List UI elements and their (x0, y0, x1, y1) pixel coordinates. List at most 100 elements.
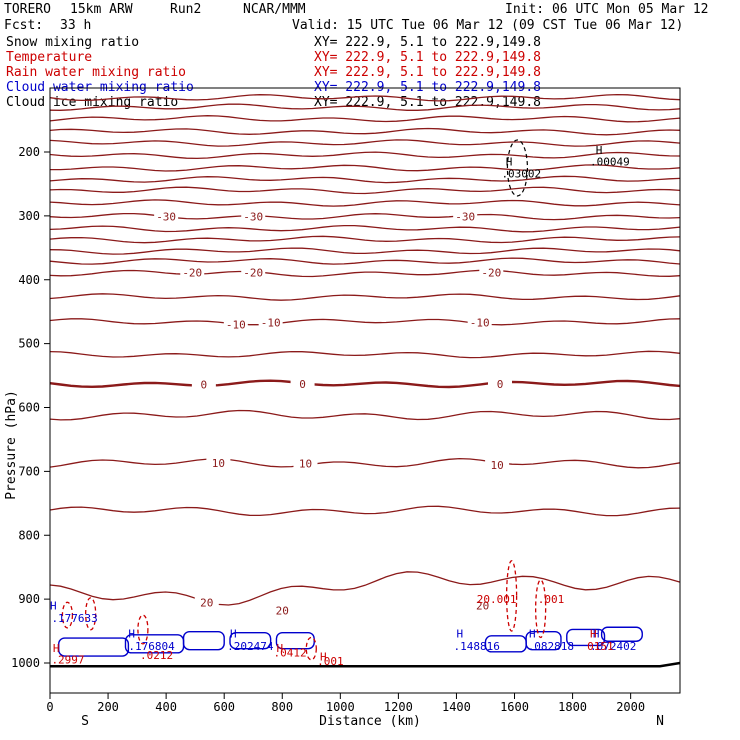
isotherm-label-bg (290, 376, 315, 390)
ground-surface-line (50, 661, 681, 668)
plot-area: -30 -30 -30-20 -20 -20-10 -10 -100 0 010 10 102020… (11, 87, 681, 714)
isotherm-line (49, 293, 681, 301)
y-tick-label: 200 (18, 145, 40, 159)
extremum-label: .001 (317, 655, 344, 668)
isotherm-label-bg (467, 315, 492, 329)
isotherm-label-bg (241, 265, 266, 279)
isotherm-label: 10 (212, 457, 225, 470)
extremum-label: .0212 (140, 649, 173, 662)
extremum-label: H (276, 642, 283, 655)
extremum-label: H (128, 627, 135, 640)
model-center: NCAR/MMM (243, 2, 306, 17)
isotherm-label-bg (485, 457, 510, 471)
extremum-label: H (593, 627, 600, 640)
y-tick-label: 400 (18, 273, 40, 287)
isotherm-label-bg (194, 595, 219, 609)
x-tick-label: 1600 (500, 700, 529, 714)
x-axis-title: Distance (km) (319, 714, 421, 729)
rain-water-contour (505, 560, 518, 632)
isotherm-line (49, 151, 681, 160)
x-tick-label: 1400 (442, 700, 471, 714)
extremum-label: .148816 (454, 640, 500, 653)
legend-name-temperature: Temperature (6, 50, 92, 65)
extremum-label: .072402 (590, 640, 636, 653)
model-name: TORERO (4, 2, 51, 17)
extrema-labels: H.177633H.176804H.202474H.148816H.082818… (50, 144, 636, 668)
cloud-ice-contour (506, 139, 529, 197)
x-axis: 0 200 400 600 800 1000 1200 1400 1600 1800 2000 (46, 693, 645, 714)
legend-xy-cloud-ice: XY= 222.9, 5.1 to 222.9,149.8 (314, 95, 541, 110)
isotherm-label-bg (270, 603, 295, 617)
isotherm-label: 0 (497, 378, 504, 391)
isotherm-label-bg (206, 456, 231, 470)
isotherm-line (49, 103, 681, 111)
extremum-label: H (506, 155, 513, 168)
isotherm-line (49, 379, 681, 389)
isotherm-line (49, 350, 681, 359)
legend-name-snow: Snow mixing ratio (6, 35, 139, 50)
x-tick-label: 1800 (558, 700, 587, 714)
extremum-label: 0151 (587, 640, 614, 653)
plot-frame (49, 87, 681, 694)
isotherm-label: -20 (481, 267, 501, 280)
cloud-water-contour (229, 631, 272, 650)
y-tick-label: 700 (18, 464, 40, 478)
x-tick-label: 400 (155, 700, 177, 714)
isotherm-label-bg (258, 315, 283, 329)
isotherm-label: 0 (299, 378, 306, 391)
extremum-label: H (590, 627, 597, 640)
isotherm-label: -30 (156, 211, 176, 224)
extremum-label: .03002 (501, 168, 541, 181)
isotherm-line (49, 257, 681, 265)
x-tick-label: 600 (213, 700, 235, 714)
init-time: Init: 06 UTC Mon 05 Mar 12 (505, 2, 709, 17)
isotherm-line (49, 224, 681, 233)
isotherm-label: -30 (455, 211, 475, 224)
cloud-water-contour (566, 628, 606, 647)
model-run: Run2 (170, 2, 201, 17)
extremum-label: .0412 (274, 647, 307, 660)
x-tick-label: 0 (46, 700, 53, 714)
legend-xy-rain: XY= 222.9, 5.1 to 222.9,149.8 (314, 65, 541, 80)
cloud-water-contour (600, 626, 643, 642)
extremum-label: H (230, 627, 237, 640)
y-tick-label: 300 (18, 209, 40, 223)
rain-water-contour (534, 579, 547, 639)
y-tick-label: 1000 (11, 656, 40, 670)
extremum-label: 20.001 (477, 593, 517, 606)
x-tick-label: 1200 (384, 700, 413, 714)
extremum-label: H (596, 144, 603, 157)
isotherm-line (49, 409, 681, 421)
isotherm-line (49, 505, 681, 517)
extremum-label: H (50, 599, 57, 612)
y-axis: 200 300 400 500 600 700 800 900 1000 (11, 145, 50, 670)
isotherm-label: -10 (470, 317, 490, 330)
isotherm-label-bg (191, 377, 216, 391)
x-endpoint-north: N (656, 714, 664, 729)
isotherm-line (49, 93, 681, 102)
isotherm-line (49, 571, 681, 606)
x-tick-label: 200 (97, 700, 119, 714)
isotherm-line (49, 212, 681, 221)
y-tick-label: 800 (18, 528, 40, 542)
isotherm-labels: -30 -30 -30 -20 -20 -20 -10 -10 -10 0 0 0 10 10 10 20 20… (154, 209, 512, 618)
cloud-water-contour (58, 637, 130, 657)
y-axis-title: Pressure (hPa) (4, 390, 19, 500)
legend-xy-temperature: XY= 222.9, 5.1 to 222.9,149.8 (314, 50, 541, 65)
extremum-label: .177633 (51, 612, 97, 625)
legend-xy-snow: XY= 222.9, 5.1 to 222.9,149.8 (314, 35, 541, 50)
cloud-water-contour (182, 630, 225, 651)
y-tick-label: 500 (18, 337, 40, 351)
rain-water-contour (137, 614, 149, 645)
isotherm-label-bg (453, 209, 478, 223)
isotherm-line (49, 247, 681, 255)
legend-name-rain: Rain water mixing ratio (6, 65, 186, 80)
isotherm-line (49, 269, 681, 278)
extremum-label: .2997 (51, 654, 84, 667)
x-tick-label: 2000 (616, 700, 645, 714)
field-legend: Snow mixing ratio XY= 222.9, 5.1 to 222.… (6, 35, 541, 110)
isotherm-label: -30 (243, 211, 263, 224)
isotherm-line (49, 139, 681, 147)
isotherm-label-bg (223, 317, 248, 331)
